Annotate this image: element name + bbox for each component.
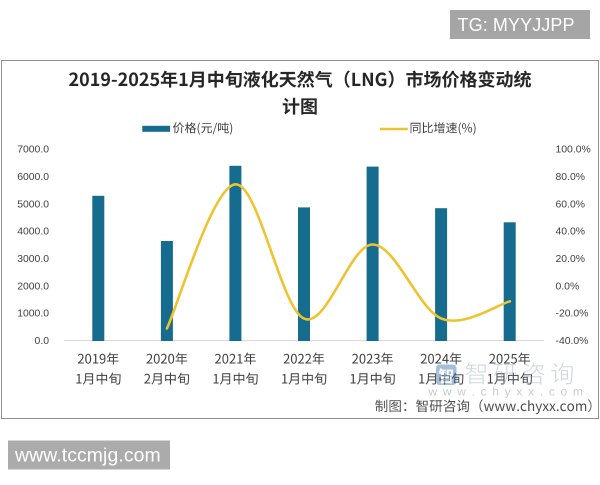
svg-text:80.0%: 80.0% [556, 172, 585, 183]
svg-text:-20.0%: -20.0% [556, 309, 589, 320]
svg-text:60.0%: 60.0% [556, 199, 585, 210]
svg-text:-40.0%: -40.0% [556, 336, 589, 347]
svg-text:3000.0: 3000.0 [17, 254, 49, 265]
svg-text:5000.0: 5000.0 [17, 199, 49, 210]
svg-text:100.0%: 100.0% [556, 145, 591, 156]
svg-text:0.0: 0.0 [35, 336, 50, 347]
svg-text:6000.0: 6000.0 [17, 172, 49, 183]
svg-text:40.0%: 40.0% [556, 227, 585, 238]
svg-text:TG: MYYJJPP: TG: MYYJJPP [458, 15, 575, 35]
svg-text:1000.0: 1000.0 [17, 309, 49, 320]
svg-text:2000.0: 2000.0 [17, 281, 49, 292]
svg-text:7000.0: 7000.0 [17, 145, 49, 156]
svg-text:20.0%: 20.0% [556, 254, 585, 265]
svg-text:0.0%: 0.0% [556, 281, 580, 292]
svg-text:4000.0: 4000.0 [17, 227, 49, 238]
svg-text:www.tccmjg.com: www.tccmjg.com [14, 445, 161, 467]
